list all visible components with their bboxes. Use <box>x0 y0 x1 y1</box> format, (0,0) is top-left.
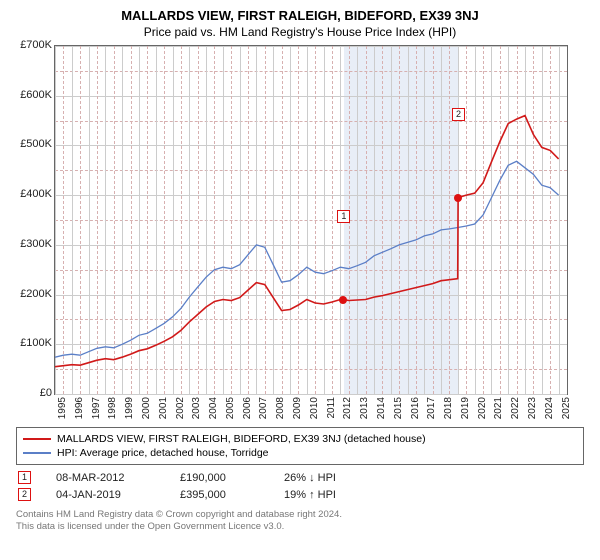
x-axis-label: 2016 <box>410 397 421 419</box>
footnote: Contains HM Land Registry data © Crown c… <box>16 509 584 533</box>
x-axis-label: 1995 <box>57 397 68 419</box>
y-axis-label: £0 <box>40 387 52 399</box>
x-axis-label: 2021 <box>493 397 504 419</box>
x-axis-label: 2012 <box>342 397 353 419</box>
sales-table: 108-MAR-2012£190,00026% ↓ HPI204-JAN-201… <box>16 469 600 503</box>
plot-area: 1 2 1995 1996 1997 1998 1999 2000 2001 2002 2003 2… <box>8 45 568 425</box>
x-axis-label: 1999 <box>124 397 135 419</box>
x-axis-label: 2015 <box>393 397 404 419</box>
sale-marker-2: 2 <box>452 108 465 121</box>
y-axis-label: £700K <box>20 39 52 51</box>
chart-title: MALLARDS VIEW, FIRST RALEIGH, BIDEFORD, … <box>8 8 592 23</box>
x-axis-label: 2020 <box>477 397 488 419</box>
y-axis-label: £600K <box>20 89 52 101</box>
table-row: 108-MAR-2012£190,00026% ↓ HPI <box>16 469 600 486</box>
x-axis-label: 2006 <box>242 397 253 419</box>
y-axis-label: £100K <box>20 337 52 349</box>
x-axis-label: 1998 <box>107 397 118 419</box>
x-axis-label: 2011 <box>326 397 337 419</box>
x-axis-label: 2000 <box>141 397 152 419</box>
x-axis-label: 1996 <box>74 397 85 419</box>
sale-marker-1: 1 <box>337 210 350 223</box>
x-axis-label: 2008 <box>275 397 286 419</box>
table-row: 204-JAN-2019£395,00019% ↑ HPI <box>16 486 600 503</box>
legend-label: HPI: Average price, detached house, Torr… <box>57 446 269 460</box>
y-axis-label: £300K <box>20 238 52 250</box>
y-axis-label: £500K <box>20 138 52 150</box>
x-axis-label: 2022 <box>510 397 521 419</box>
x-axis-label: 2019 <box>460 397 471 419</box>
legend-label: MALLARDS VIEW, FIRST RALEIGH, BIDEFORD, … <box>57 432 426 446</box>
x-axis-label: 2007 <box>258 397 269 419</box>
x-axis-label: 2001 <box>158 397 169 419</box>
x-axis-label: 1997 <box>91 397 102 419</box>
x-axis-label: 2009 <box>292 397 303 419</box>
x-axis-label: 2010 <box>309 397 320 419</box>
x-axis-label: 2003 <box>191 397 202 419</box>
legend: MALLARDS VIEW, FIRST RALEIGH, BIDEFORD, … <box>16 427 584 465</box>
y-axis-label: £200K <box>20 288 52 300</box>
chart-subtitle: Price paid vs. HM Land Registry's House … <box>8 25 592 39</box>
x-axis-label: 2025 <box>561 397 572 419</box>
x-axis-label: 2004 <box>208 397 219 419</box>
x-axis-label: 2005 <box>225 397 236 419</box>
x-axis-label: 2017 <box>426 397 437 419</box>
y-axis-label: £400K <box>20 188 52 200</box>
x-axis-label: 2002 <box>175 397 186 419</box>
x-axis-label: 2023 <box>527 397 538 419</box>
x-axis-label: 2014 <box>376 397 387 419</box>
x-axis-label: 2024 <box>544 397 555 419</box>
x-axis-label: 2013 <box>359 397 370 419</box>
x-axis-label: 2018 <box>443 397 454 419</box>
